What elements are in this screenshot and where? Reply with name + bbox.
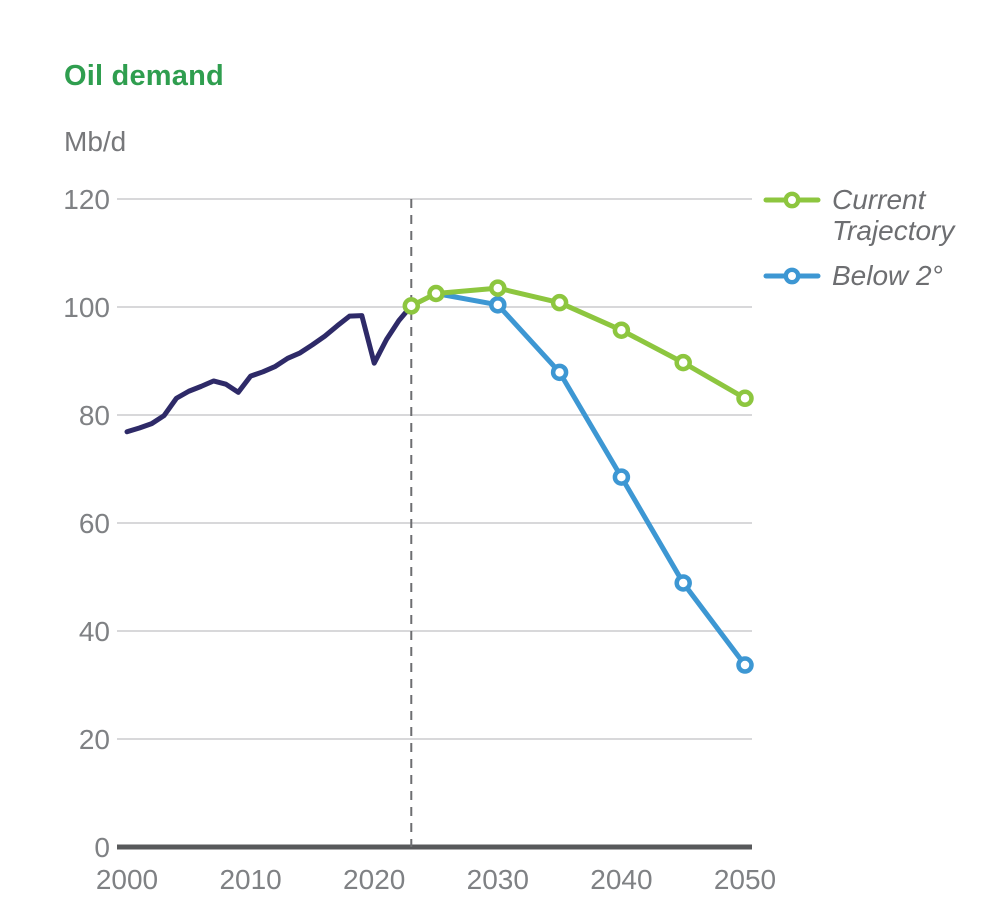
y-axis-unit-label: Mb/d [64, 126, 127, 157]
legend-item-below-2: Below 2° [763, 260, 978, 291]
data-point-marker-current-trajectory [674, 353, 692, 372]
data-point-marker-below-2 [489, 296, 507, 314]
chart-title: Oil demand [64, 60, 224, 92]
x-tick-label: 2010 [219, 864, 281, 895]
x-tick-label: 2040 [590, 864, 652, 895]
legend-swatch-current-trajectory [763, 191, 821, 209]
x-tick-label: 2000 [96, 864, 158, 895]
x-tick-label: 2030 [467, 864, 529, 895]
data-point-marker-current-trajectory [612, 321, 631, 339]
data-point-marker-current-trajectory [489, 279, 507, 297]
y-tick-label: 0 [94, 832, 110, 863]
y-tick-label: 100 [63, 292, 110, 323]
series-line-current-trajectory [408, 285, 748, 401]
data-point-marker-current-trajectory [427, 284, 445, 303]
legend-item-current-trajectory: Current Trajectory [763, 184, 978, 247]
y-tick-label: 120 [63, 184, 110, 215]
data-point-marker-below-2 [736, 656, 754, 674]
y-tick-label: 20 [79, 724, 110, 755]
data-point-marker-current-trajectory [736, 389, 754, 408]
y-tick-label: 40 [79, 616, 110, 647]
legend-marker-icon [783, 191, 801, 209]
data-point-marker-current-trajectory [402, 297, 421, 315]
data-point-marker-current-trajectory [550, 293, 569, 312]
y-tick-label: 80 [79, 400, 110, 431]
legend-label-below-2: Below 2° [832, 259, 943, 291]
series-line-below-2 [433, 291, 748, 668]
y-tick-label: 60 [79, 508, 110, 539]
data-point-marker-below-2 [612, 468, 631, 486]
legend-swatch-below-2 [763, 267, 821, 285]
data-point-marker-below-2 [550, 363, 569, 382]
x-tick-label: 2050 [714, 864, 776, 895]
x-tick-label: 2020 [343, 864, 405, 895]
data-point-marker-below-2 [674, 574, 692, 592]
legend-label-current-trajectory: Current Trajectory [832, 184, 955, 247]
legend-marker-icon [783, 267, 801, 285]
chart-legend: Current Trajectory Below 2° [763, 184, 978, 291]
series-line-historical [124, 303, 414, 435]
